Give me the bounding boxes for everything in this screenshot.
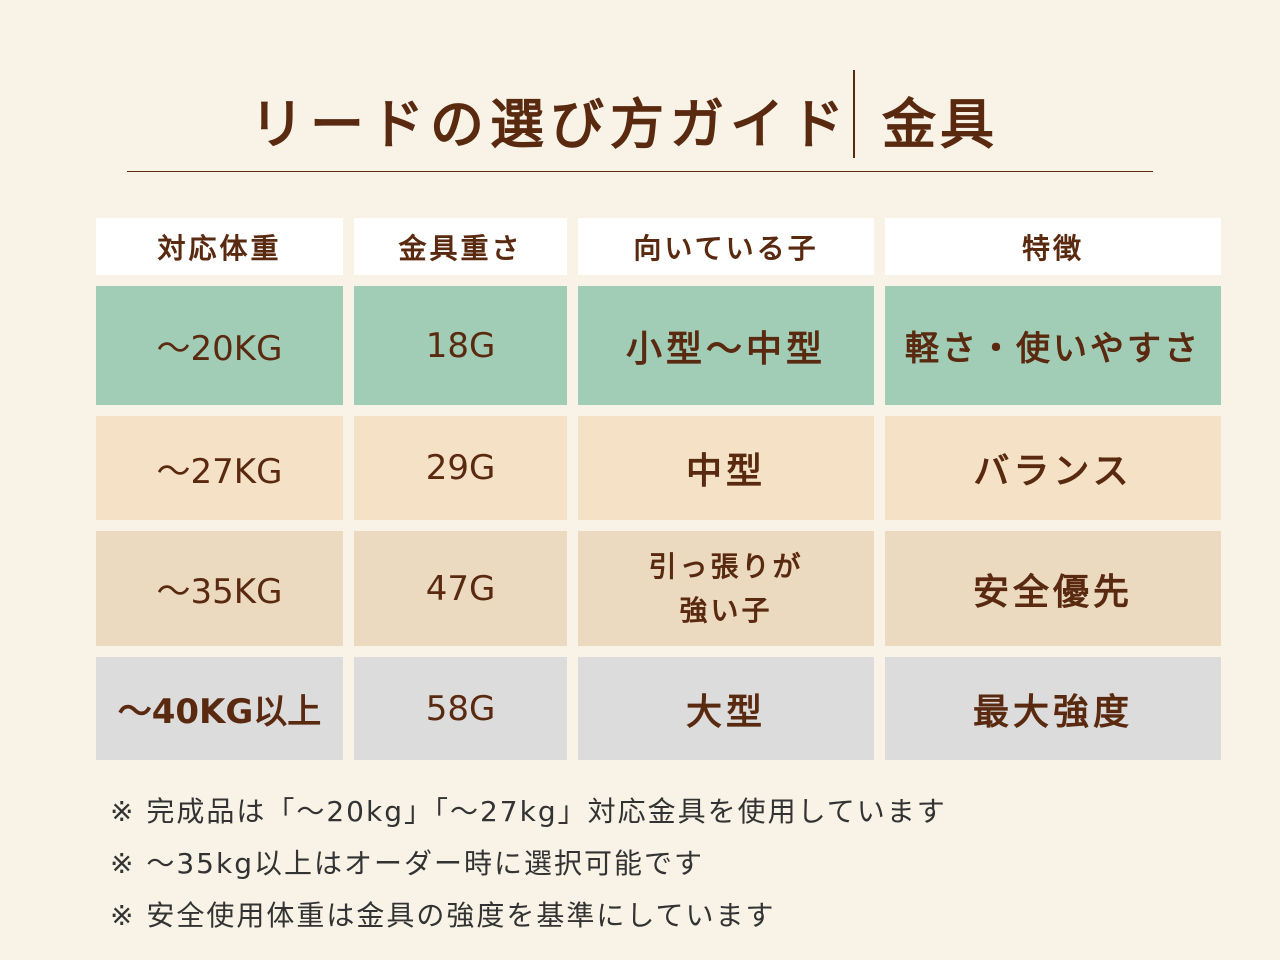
column-header-feature: 特徴 [885, 218, 1221, 275]
table-cell-hardware-weight: 18G [354, 286, 567, 405]
table-cell-suited-for: 引っ張りが 強い子 [578, 531, 874, 646]
table-cell-hardware-weight: 29G [354, 416, 567, 520]
table-cell-feature: バランス [885, 416, 1221, 520]
table-cell-feature: 安全優先 [885, 531, 1221, 646]
table-cell-feature: 最大強度 [885, 657, 1221, 760]
table-cell-weight: 〜27KG [96, 416, 343, 520]
table-cell-weight: 〜40KG以上 [96, 657, 343, 760]
table-cell-suited-for: 中型 [578, 416, 874, 520]
footnotes: ※ 完成品は「〜20kg」「〜27kg」対応金具を使用しています ※ 〜35kg… [110, 786, 947, 942]
table-cell-suited-for: 大型 [578, 657, 874, 760]
table-cell-suited-for: 小型〜中型 [578, 286, 874, 405]
column-header-hardware-weight: 金具重さ [354, 218, 567, 275]
title-divider [853, 70, 855, 158]
title-underline [127, 171, 1153, 172]
footnote: ※ 完成品は「〜20kg」「〜27kg」対応金具を使用しています [110, 795, 947, 828]
column-header-suited-for: 向いている子 [578, 218, 874, 275]
footnote: ※ 〜35kg以上はオーダー時に選択可能です [110, 847, 704, 880]
table-cell-weight: 〜35KG [96, 531, 343, 646]
page-title: リードの選び方ガイド [250, 93, 850, 156]
table-cell-feature: 軽さ・使いやすさ [885, 286, 1221, 405]
page-subtitle: 金具 [882, 93, 998, 156]
table-cell-weight: 〜20KG [96, 286, 343, 405]
table-cell-hardware-weight: 58G [354, 657, 567, 760]
table-cell-hardware-weight: 47G [354, 531, 567, 646]
column-header-weight: 対応体重 [96, 218, 343, 275]
footnote: ※ 安全使用体重は金具の強度を基準にしています [110, 899, 776, 932]
